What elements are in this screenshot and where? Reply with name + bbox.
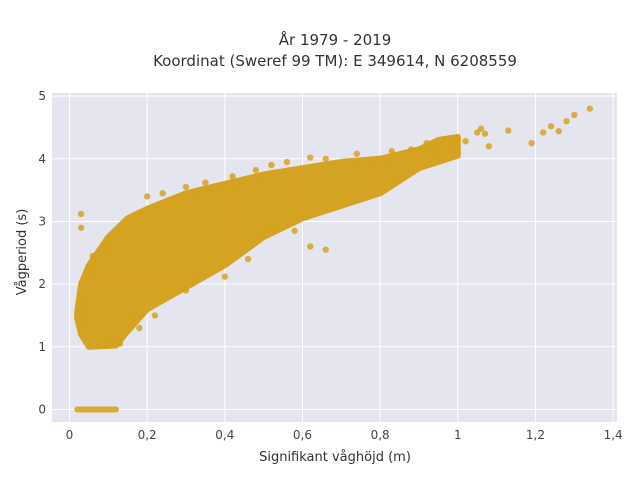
scatter-point (547, 123, 555, 130)
scatter-point (481, 130, 489, 137)
scatter-point (143, 193, 151, 200)
y-tick-label: 4 (38, 152, 46, 166)
scatter-point (563, 118, 570, 125)
x-tick-label: 1,4 (604, 428, 623, 442)
scatter-point (540, 129, 547, 136)
y-tick-label: 2 (38, 277, 46, 291)
scatter-point (388, 148, 395, 155)
x-tick-label: 0,2 (138, 428, 157, 442)
scatter-point (555, 128, 562, 135)
scatter-point (322, 155, 329, 162)
scatter-point (485, 143, 493, 150)
y-tick-label: 1 (38, 340, 46, 354)
scatter-point (307, 243, 314, 250)
y-tick-label: 5 (38, 89, 46, 103)
x-axis-title: Signifikant våghöjd (m) (259, 450, 411, 465)
scatter-point (322, 246, 329, 253)
scatter-point (283, 158, 291, 166)
scatter-point (182, 183, 190, 191)
x-tick-label: 0,6 (293, 428, 312, 442)
scatter-point (151, 312, 159, 319)
scatter-point (116, 340, 124, 347)
scatter-point (454, 135, 461, 142)
scatter-point (244, 255, 252, 263)
scatter-point (423, 139, 430, 147)
x-tick-label: 1 (454, 428, 462, 442)
scatter-point (407, 146, 415, 153)
scatter-point (268, 161, 275, 169)
scatter-point (586, 105, 594, 112)
scatter-point (202, 179, 209, 186)
scatter-point (431, 152, 438, 159)
scatter-point (252, 166, 260, 174)
scatter-point (528, 139, 535, 147)
scatter-point (159, 190, 166, 197)
y-axis-title: Vågperiod (s) (15, 209, 30, 296)
scatter-point (105, 342, 112, 349)
scatter-point (101, 243, 108, 250)
scatter-point (439, 136, 446, 144)
scatter-point (307, 154, 314, 161)
scatter-point (89, 252, 96, 260)
scatter-point (571, 111, 578, 119)
scatter-point (77, 224, 85, 231)
scatter-point (353, 150, 361, 157)
scatter-point (450, 147, 458, 154)
scatter-point (505, 127, 512, 134)
scatter-point (291, 227, 298, 235)
x-tick-label: 1,2 (526, 428, 545, 442)
scatter-point (477, 125, 485, 132)
chart-title-line-2: Koordinat (Sweref 99 TM): E 349614, N 62… (153, 52, 517, 70)
x-tick-label: 0,4 (215, 428, 234, 442)
scatter-point (462, 138, 469, 145)
scatter-point (77, 210, 85, 218)
x-tick-label: 0 (66, 428, 74, 442)
scatter-point (182, 287, 190, 294)
scatter-point (136, 324, 143, 332)
scatter-density-cluster (74, 133, 461, 350)
chart-title-line-1: År 1979 - 2019 (279, 30, 392, 49)
x-tick-label: 0,8 (371, 428, 390, 442)
scatter-point (229, 173, 236, 180)
y-tick-label: 0 (38, 402, 46, 416)
scatter-point (221, 273, 229, 280)
y-tick-label: 3 (38, 214, 46, 228)
